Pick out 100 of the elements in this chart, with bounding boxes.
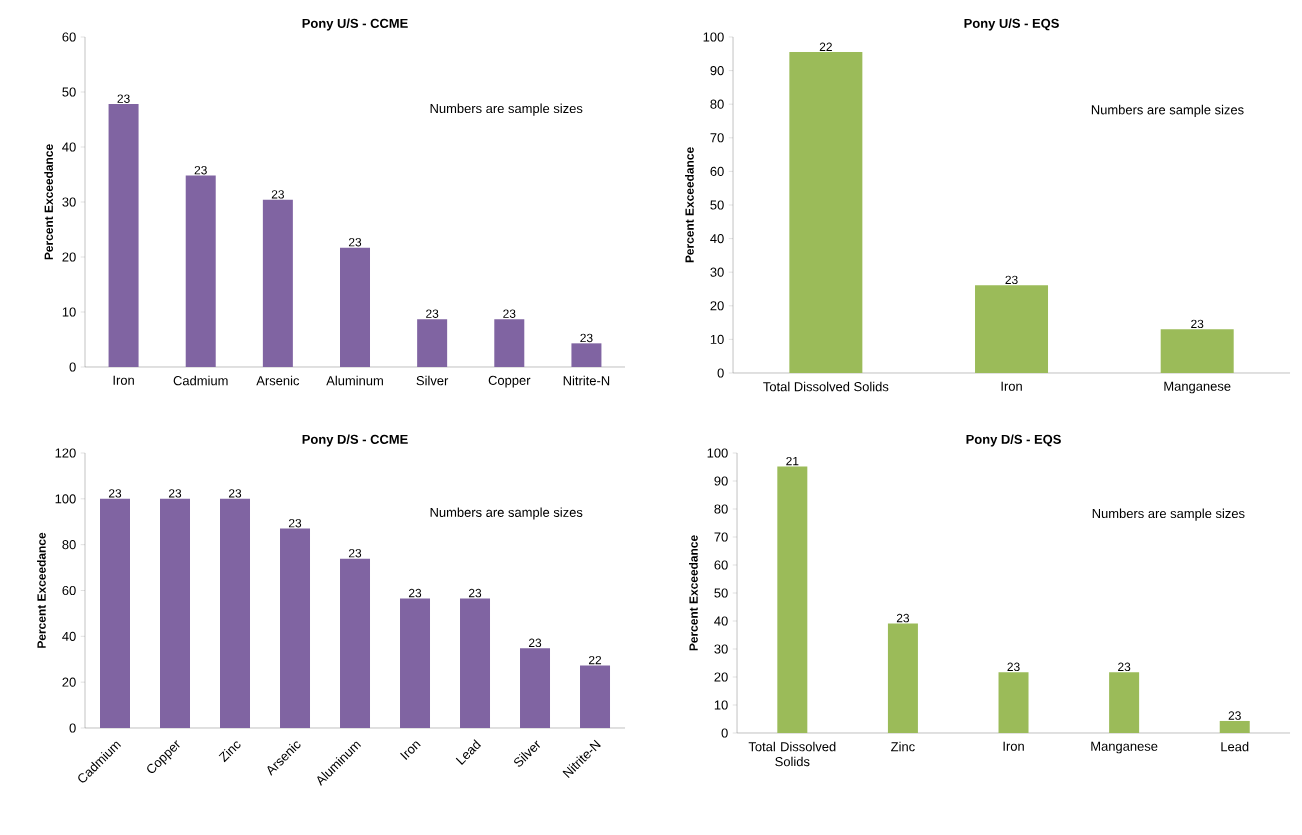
annotation: Numbers are sample sizes [1092,508,1245,521]
annotation: 23 [271,190,284,199]
bar [160,498,190,728]
annotation: Numbers are sample sizes [1091,104,1244,117]
bar [340,558,371,728]
chart-title: Pony U/S - CCME [302,18,408,31]
x-tick-label: Iron [113,375,134,385]
y-tick-label: 100 [707,448,728,458]
annotation: 23 [348,237,362,247]
x-tick-label: Iron [1003,741,1024,751]
x-tick-label: Silver [416,375,449,386]
bar [1160,329,1234,373]
y-tick-label: 30 [710,267,724,277]
y-tick-label: 0 [69,362,76,372]
y-tick-label: 40 [62,631,76,641]
y-tick-label: 40 [714,616,728,626]
y-tick-label: 20 [62,677,76,687]
x-tick-label: Lead [1221,741,1249,752]
annotation: 23 [1191,319,1204,329]
annotation: 23 [1007,662,1020,672]
x-tick-label: Zinc [218,741,241,763]
annotation: 23 [1228,711,1241,720]
y-axis-title: Percent Exceedance [689,535,698,651]
y-tick-label: 0 [721,728,728,738]
annotation: 21 [786,456,799,466]
annotation: 23 [228,489,242,498]
y-tick-label: 90 [710,65,724,76]
y-tick-label: 60 [62,585,76,596]
bar [580,665,611,728]
bar [1109,672,1140,733]
y-tick-label: 10 [710,334,724,344]
x-tick-label: Iron [1001,381,1022,391]
y-tick-label: 50 [714,588,728,598]
annotation: Numbers are sample sizes [430,507,583,520]
bar [220,498,251,728]
bar [108,104,139,367]
bar [460,598,491,728]
bar [777,466,808,733]
annotation: 23 [194,165,207,175]
annotation: 23 [896,613,910,623]
annotation: 23 [468,588,482,598]
bar [280,528,311,728]
annotation: 23 [408,588,422,598]
bar [571,343,602,367]
x-tick-label: Total Dissolved Solids [763,381,889,392]
y-tick-label: 10 [714,700,728,710]
y-tick-label: 0 [717,368,724,378]
y-tick-label: 30 [714,644,728,654]
y-tick-label: 120 [55,448,76,458]
bar [1219,720,1250,733]
y-tick-label: 70 [710,133,724,143]
y-axis-title: Percent Exceedance [44,144,53,260]
annotation: 23 [1005,275,1018,285]
y-tick-label: 20 [714,672,728,682]
x-tick-label: Cadmium [173,375,228,386]
x-tick-label: Iron [400,741,421,760]
x-tick-label: Arsenic [256,375,300,386]
annotation: 23 [528,638,542,648]
annotation: 23 [580,333,593,343]
x-tick-label: Nitrite-N [563,375,610,386]
annotation: 23 [348,548,362,558]
annotation: Numbers are sample sizes [430,103,583,116]
annotation: 23 [168,489,182,498]
y-tick-label: 80 [710,99,724,109]
bar [262,199,293,367]
annotation: 23 [288,518,302,528]
x-tick-label: Aluminum [326,375,383,386]
bar [417,319,448,367]
y-tick-label: 20 [62,252,76,262]
bar [400,598,431,728]
y-tick-label: 60 [714,560,728,570]
bar [100,498,130,728]
bar [887,623,918,733]
y-tick-label: 40 [710,234,724,244]
x-tick-label: Copper [488,375,531,388]
y-tick-label: 100 [703,32,724,42]
annotation: 23 [426,309,439,318]
y-tick-label: 40 [62,142,76,152]
x-tick-label: Zinc [891,741,915,752]
y-tick-label: 50 [710,200,724,210]
y-tick-label: 100 [55,494,76,504]
chart-title: Pony D/S - CCME [302,434,408,447]
annotation: 23 [503,309,516,318]
y-tick-label: 60 [62,32,76,42]
x-tick-label: Total Dissolved Solids [748,741,836,767]
bar [340,247,371,367]
annotation: 23 [1118,662,1131,672]
y-tick-label: 20 [710,301,724,311]
bar [494,319,525,367]
x-tick-label: Manganese [1091,741,1158,754]
y-tick-label: 50 [62,87,76,97]
y-tick-label: 60 [710,166,724,176]
chart-title: Pony D/S - EQS [966,434,1061,447]
annotation: 22 [588,655,602,665]
y-tick-label: 80 [714,504,728,514]
y-axis-title: Percent Exceedance [685,147,694,263]
y-tick-label: 90 [714,476,728,486]
chart-title: Pony U/S - EQS [964,18,1059,31]
bar [998,672,1029,733]
bar [789,52,863,373]
